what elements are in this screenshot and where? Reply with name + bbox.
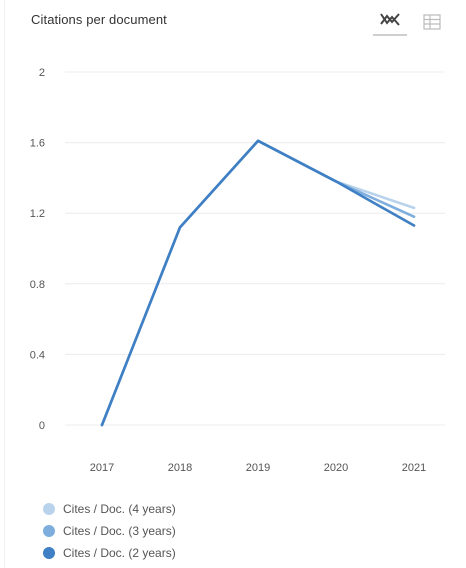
legend-item[interactable]: Cites / Doc. (2 years)	[43, 542, 176, 564]
x-tick-label: 2021	[402, 462, 426, 474]
legend-label: Cites / Doc. (2 years)	[63, 546, 176, 560]
legend-label: Cites / Doc. (4 years)	[63, 502, 176, 516]
y-tick-label: 0.8	[30, 279, 45, 291]
table-view-button[interactable]	[421, 11, 443, 33]
legend-swatch	[43, 525, 55, 537]
y-tick-label: 0.4	[30, 349, 45, 361]
chart-title: Citations per document	[31, 12, 167, 27]
data-point	[412, 206, 416, 210]
y-tick-label: 1.6	[30, 138, 45, 150]
line-chart-icon	[380, 13, 400, 26]
legend-swatch	[43, 503, 55, 515]
series-line	[100, 139, 416, 427]
legend-item[interactable]: Cites / Doc. (3 years)	[43, 520, 176, 542]
data-point	[412, 215, 416, 218]
y-tick-label: 2	[39, 67, 45, 79]
chart-card: Citations per document 0 0.4 0.8 1.2 1.6 2 201…	[4, 0, 461, 568]
x-tick-label: 2018	[168, 462, 192, 474]
chart-toolbar	[373, 8, 443, 36]
legend-swatch	[43, 547, 55, 559]
series-line	[100, 139, 416, 427]
x-tick-label: 2019	[246, 462, 270, 474]
data-point	[334, 180, 338, 183]
y-tick-label: 0	[39, 420, 45, 432]
data-point	[178, 226, 182, 229]
series-line	[100, 139, 416, 427]
table-icon	[423, 14, 441, 30]
x-tick-label: 2020	[324, 462, 348, 474]
chart-legend: Cites / Doc. (4 years) Cites / Doc. (3 ye…	[43, 498, 176, 564]
y-tick-label: 1.2	[30, 208, 45, 220]
data-point	[256, 139, 260, 143]
line-chart: 0 0.4 0.8 1.2 1.6 2 2017 2018 2019 2020 2021	[30, 67, 445, 474]
data-point	[100, 423, 104, 427]
data-point	[412, 224, 416, 227]
legend-label: Cites / Doc. (3 years)	[63, 524, 176, 538]
line-chart-view-button[interactable]	[373, 8, 407, 36]
legend-item[interactable]: Cites / Doc. (4 years)	[43, 498, 176, 520]
x-tick-label: 2017	[90, 462, 114, 474]
